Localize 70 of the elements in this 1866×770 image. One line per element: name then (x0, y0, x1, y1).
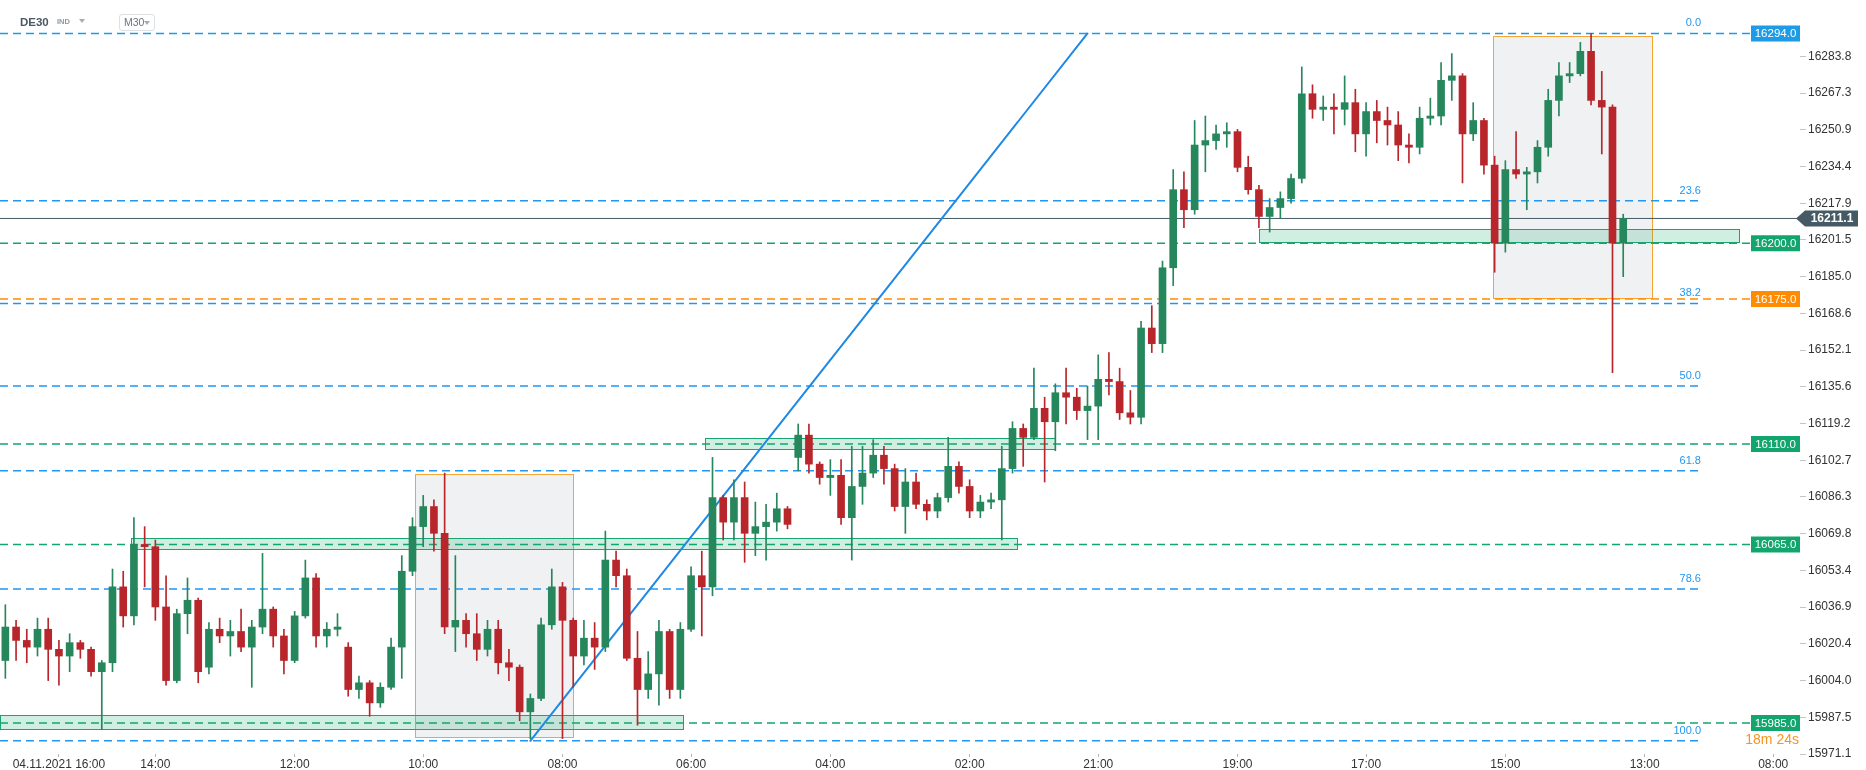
candlestick (1597, 71, 1606, 155)
ref-line-label: 16065.0 (1754, 538, 1797, 551)
candlestick (55, 640, 63, 686)
x-tick-label: 12:00 (279, 756, 310, 770)
y-tick-label: 16119.2 (1808, 415, 1851, 430)
ref-line-label: 16200.0 (1754, 236, 1797, 249)
candlestick (1447, 53, 1456, 101)
candlestick (1522, 167, 1531, 211)
ref-line-label: 16211.1 (1810, 211, 1854, 226)
x-tick-label: 04.11.2021 16:00 (12, 756, 106, 770)
candlestick (1330, 93, 1338, 135)
x-tick-label: 08:00 (1758, 756, 1789, 770)
y-tick-label: 15987.5 (1808, 709, 1852, 724)
ref-line-label: 16175.0 (1754, 292, 1797, 305)
x-tick-label: 21:00 (1083, 756, 1114, 770)
y-tick-label: 15971.1 (1808, 746, 1852, 761)
text: DE30 (20, 15, 49, 29)
x-tick-label: 10:00 (408, 756, 439, 770)
candlestick (1019, 423, 1028, 467)
x-tick-label: 08:00 (547, 756, 578, 770)
y-tick-label: 16020.4 (1808, 636, 1852, 651)
y-tick-label: 16004.0 (1808, 672, 1852, 687)
ref-line-label: 16110.0 (1755, 437, 1796, 450)
y-tick-label: 16217.9 (1808, 195, 1852, 210)
y-tick-label: 16036.9 (1808, 599, 1852, 614)
annotation: 78.6 (1679, 572, 1701, 585)
candlestick (1319, 95, 1328, 121)
y-tick-label: 16069.8 (1808, 526, 1852, 541)
y-tick-label: 16168.6 (1808, 305, 1852, 320)
annotation: 100.0 (1673, 723, 1701, 736)
candlestick (1105, 352, 1113, 396)
x-tick-label: 15:00 (1490, 756, 1521, 770)
annotation: 18m 24s (1745, 731, 1799, 747)
x-tick-label: 02:00 (954, 756, 985, 770)
candlestick (1062, 367, 1070, 425)
x-tick-label: 14:00 (140, 756, 171, 770)
x-tick-label: 19:00 (1222, 756, 1253, 770)
y-tick-label: 16102.7 (1808, 452, 1852, 467)
annotation: M30 (124, 15, 145, 30)
y-tick-label: 16283.8 (1808, 48, 1852, 63)
ref-line-label: 15985.0 (1754, 716, 1797, 729)
candlestick (762, 503, 770, 561)
y-tick-label: 16135.6 (1808, 379, 1852, 394)
annotation: 61.8 (1679, 453, 1701, 466)
x-tick-label: 17:00 (1351, 756, 1382, 770)
y-tick-label: 16250.9 (1808, 121, 1852, 136)
y-tick-label: 16234.4 (1808, 158, 1852, 173)
y-tick-label: 16185.0 (1808, 269, 1852, 284)
annotation: 23.6 (1679, 183, 1701, 196)
y-tick-label: 16086.3 (1808, 489, 1852, 504)
y-tick-label: 16267.3 (1808, 85, 1852, 100)
x-tick-label: 04:00 (815, 756, 846, 770)
dropdown-field: M30 (119, 14, 155, 31)
candlestick (697, 550, 706, 637)
y-tick-label: 16053.4 (1808, 562, 1852, 577)
annotation: 50.0 (1679, 369, 1701, 382)
candlestick (1372, 100, 1381, 144)
y-tick-label: 16152.1 (1808, 342, 1852, 357)
candlestick (22, 628, 31, 664)
candlestick (1405, 133, 1413, 164)
candlestick (1222, 122, 1231, 148)
x-tick-label: 13:00 (1629, 756, 1660, 770)
candlestick (505, 649, 513, 681)
annotation: 0.0 (1685, 16, 1701, 29)
y-tick-label: 16201.5 (1808, 232, 1852, 247)
x-tick-label: 06:00 (676, 756, 707, 770)
candlestick (1512, 131, 1520, 179)
annotation: 38.2 (1679, 286, 1701, 299)
ref-line-label: 16294.0 (1754, 27, 1797, 40)
candlestick (97, 660, 106, 731)
